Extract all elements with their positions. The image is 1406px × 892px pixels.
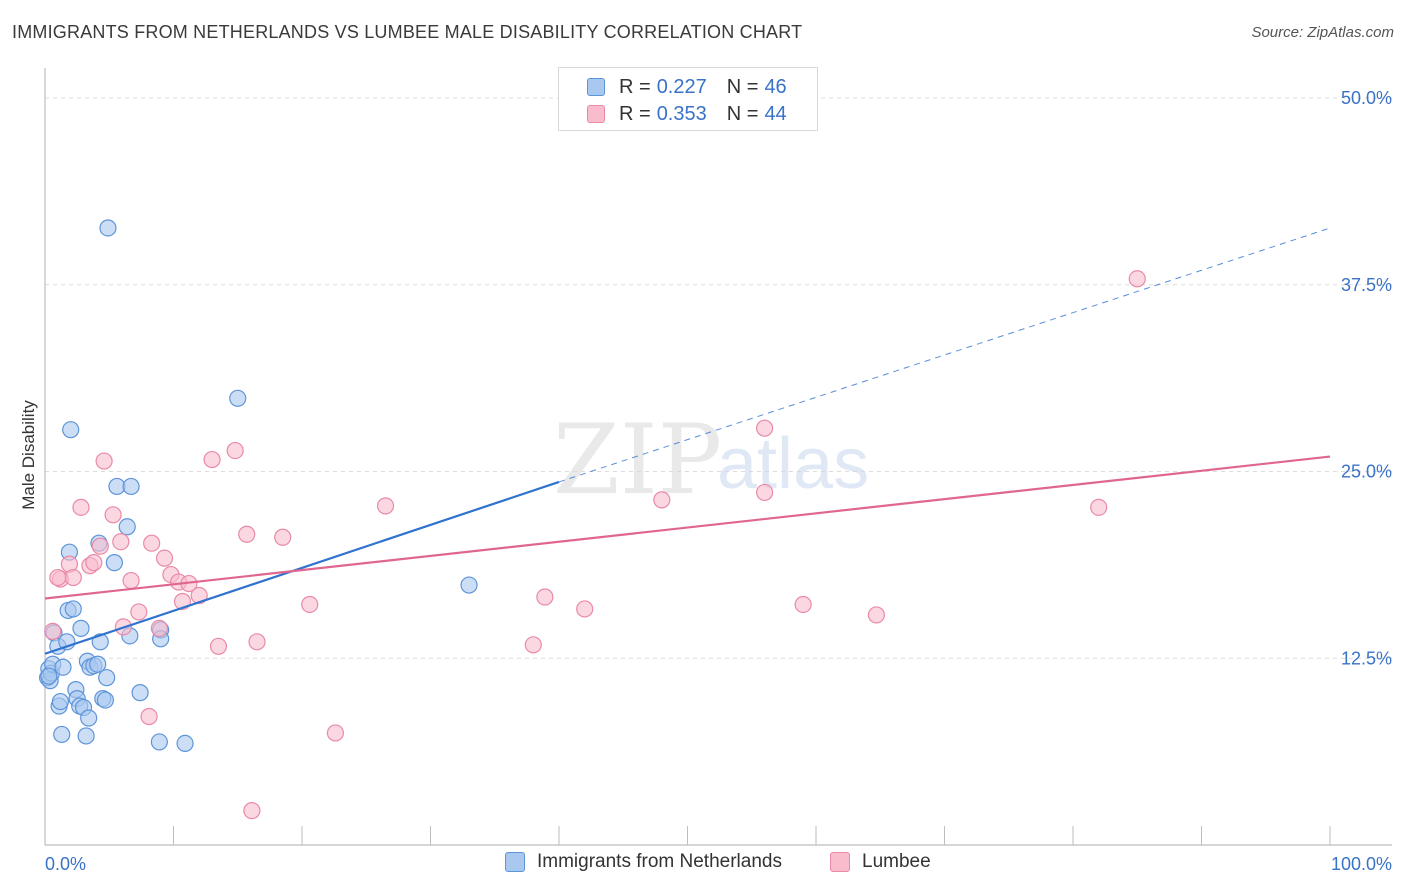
legend-n-label: N = [726,75,759,98]
series-legend: Immigrants from Netherlands Lumbee [0,851,1406,877]
legend-n-value: 44 [764,102,787,125]
point-lumbee [143,534,161,552]
point-lumbee [130,603,148,621]
y-tick-label: 25.0% [1341,462,1392,482]
point-lumbee [95,452,113,470]
trend-line-lumbee [44,455,1331,600]
point-netherlands [229,389,247,407]
point-netherlands [105,554,123,572]
point-lumbee [49,568,67,587]
legend-r-label: R = [619,75,651,98]
legend-item-lumbee: Lumbee [830,851,931,873]
legend-series1-label: Immigrants from Netherlands [537,851,782,872]
point-lumbee [64,568,82,587]
watermark: ZIP atlas [553,404,869,516]
legend-swatch-blue [505,852,525,872]
point-lumbee [44,622,62,640]
point-lumbee [150,619,168,637]
point-lumbee [248,633,266,651]
legend-swatch-pink [587,105,605,123]
point-lumbee [524,636,542,654]
point-lumbee [301,595,319,614]
x-tick-label: 0.0% [45,854,86,874]
legend-r-value: 0.227 [656,75,707,98]
chart-title: IMMIGRANTS FROM NETHERLANDS VS LUMBEE MA… [12,22,803,42]
legend-item-netherlands: Immigrants from Netherlands [505,851,782,873]
point-netherlands [51,692,70,711]
point-lumbee [203,450,221,469]
y-tick-label: 12.5% [1341,648,1392,668]
point-lumbee [104,506,122,524]
watermark-atlas: atlas [717,424,869,504]
point-netherlands [96,691,114,709]
source-label: Source: ZipAtlas.com [1251,24,1394,41]
grid-lines [45,97,1392,659]
point-netherlands [77,727,95,745]
legend-row-netherlands: R = 0.227 N = 46 [587,75,787,99]
point-netherlands [176,734,194,753]
point-lumbee [91,537,109,555]
point-netherlands [72,619,90,637]
watermark-zip: ZIP [553,404,722,516]
point-netherlands [80,709,98,727]
point-netherlands [131,684,149,702]
point-lumbee [326,724,345,742]
legend-r-value: 0.353 [656,102,707,125]
tick-labels: 12.5% 25.0% 37.5% 50.0% 0.0% 100.0% [45,88,1392,874]
point-netherlands [118,518,136,536]
point-lumbee [238,525,256,543]
point-lumbee [576,600,594,618]
point-lumbee [653,491,671,509]
y-axis-label: Male Disability [19,400,38,510]
point-lumbee [155,549,174,567]
trend-line-netherlands [44,480,560,655]
point-netherlands [62,421,80,439]
point-netherlands [460,576,478,594]
legend-n-label: N = [726,102,759,125]
point-netherlands [64,600,82,618]
point-netherlands [53,725,71,744]
data-points [38,219,1146,820]
legend-swatch-blue [587,78,605,96]
point-lumbee [1090,498,1108,516]
point-lumbee [867,606,885,624]
point-lumbee [140,707,158,726]
point-lumbee [755,483,774,502]
x-tick-label: 100.0% [1331,854,1392,874]
trend-line-netherlands-projection [558,227,1331,483]
point-lumbee [122,571,140,590]
legend-swatch-pink [830,852,850,872]
point-netherlands [89,655,107,673]
legend-n-value: 46 [764,75,787,98]
point-lumbee [72,498,90,516]
point-lumbee [794,595,812,614]
point-lumbee [112,533,130,551]
y-tick-label: 37.5% [1341,275,1392,295]
point-lumbee [536,588,554,606]
y-tick-label: 50.0% [1341,88,1392,108]
point-netherlands [150,733,168,751]
point-netherlands [99,219,117,237]
legend-r-label: R = [619,102,651,125]
point-netherlands [54,658,72,676]
point-lumbee [85,554,103,572]
point-netherlands [122,477,140,496]
point-lumbee [190,586,208,605]
point-netherlands [40,667,58,685]
point-lumbee [243,802,261,820]
point-lumbee [274,528,292,546]
point-netherlands [91,633,109,651]
trend-lines [44,227,1331,655]
stats-legend: R = 0.227 N = 46 R = 0.353 N = 44 [558,67,818,131]
point-lumbee [1128,270,1146,288]
point-lumbee [226,441,244,460]
point-lumbee [209,637,228,655]
point-lumbee [376,497,395,515]
point-lumbee [755,419,774,437]
legend-row-lumbee: R = 0.353 N = 44 [587,102,787,126]
axes [44,68,1392,846]
legend-series2-label: Lumbee [862,851,931,872]
point-netherlands [98,669,116,687]
